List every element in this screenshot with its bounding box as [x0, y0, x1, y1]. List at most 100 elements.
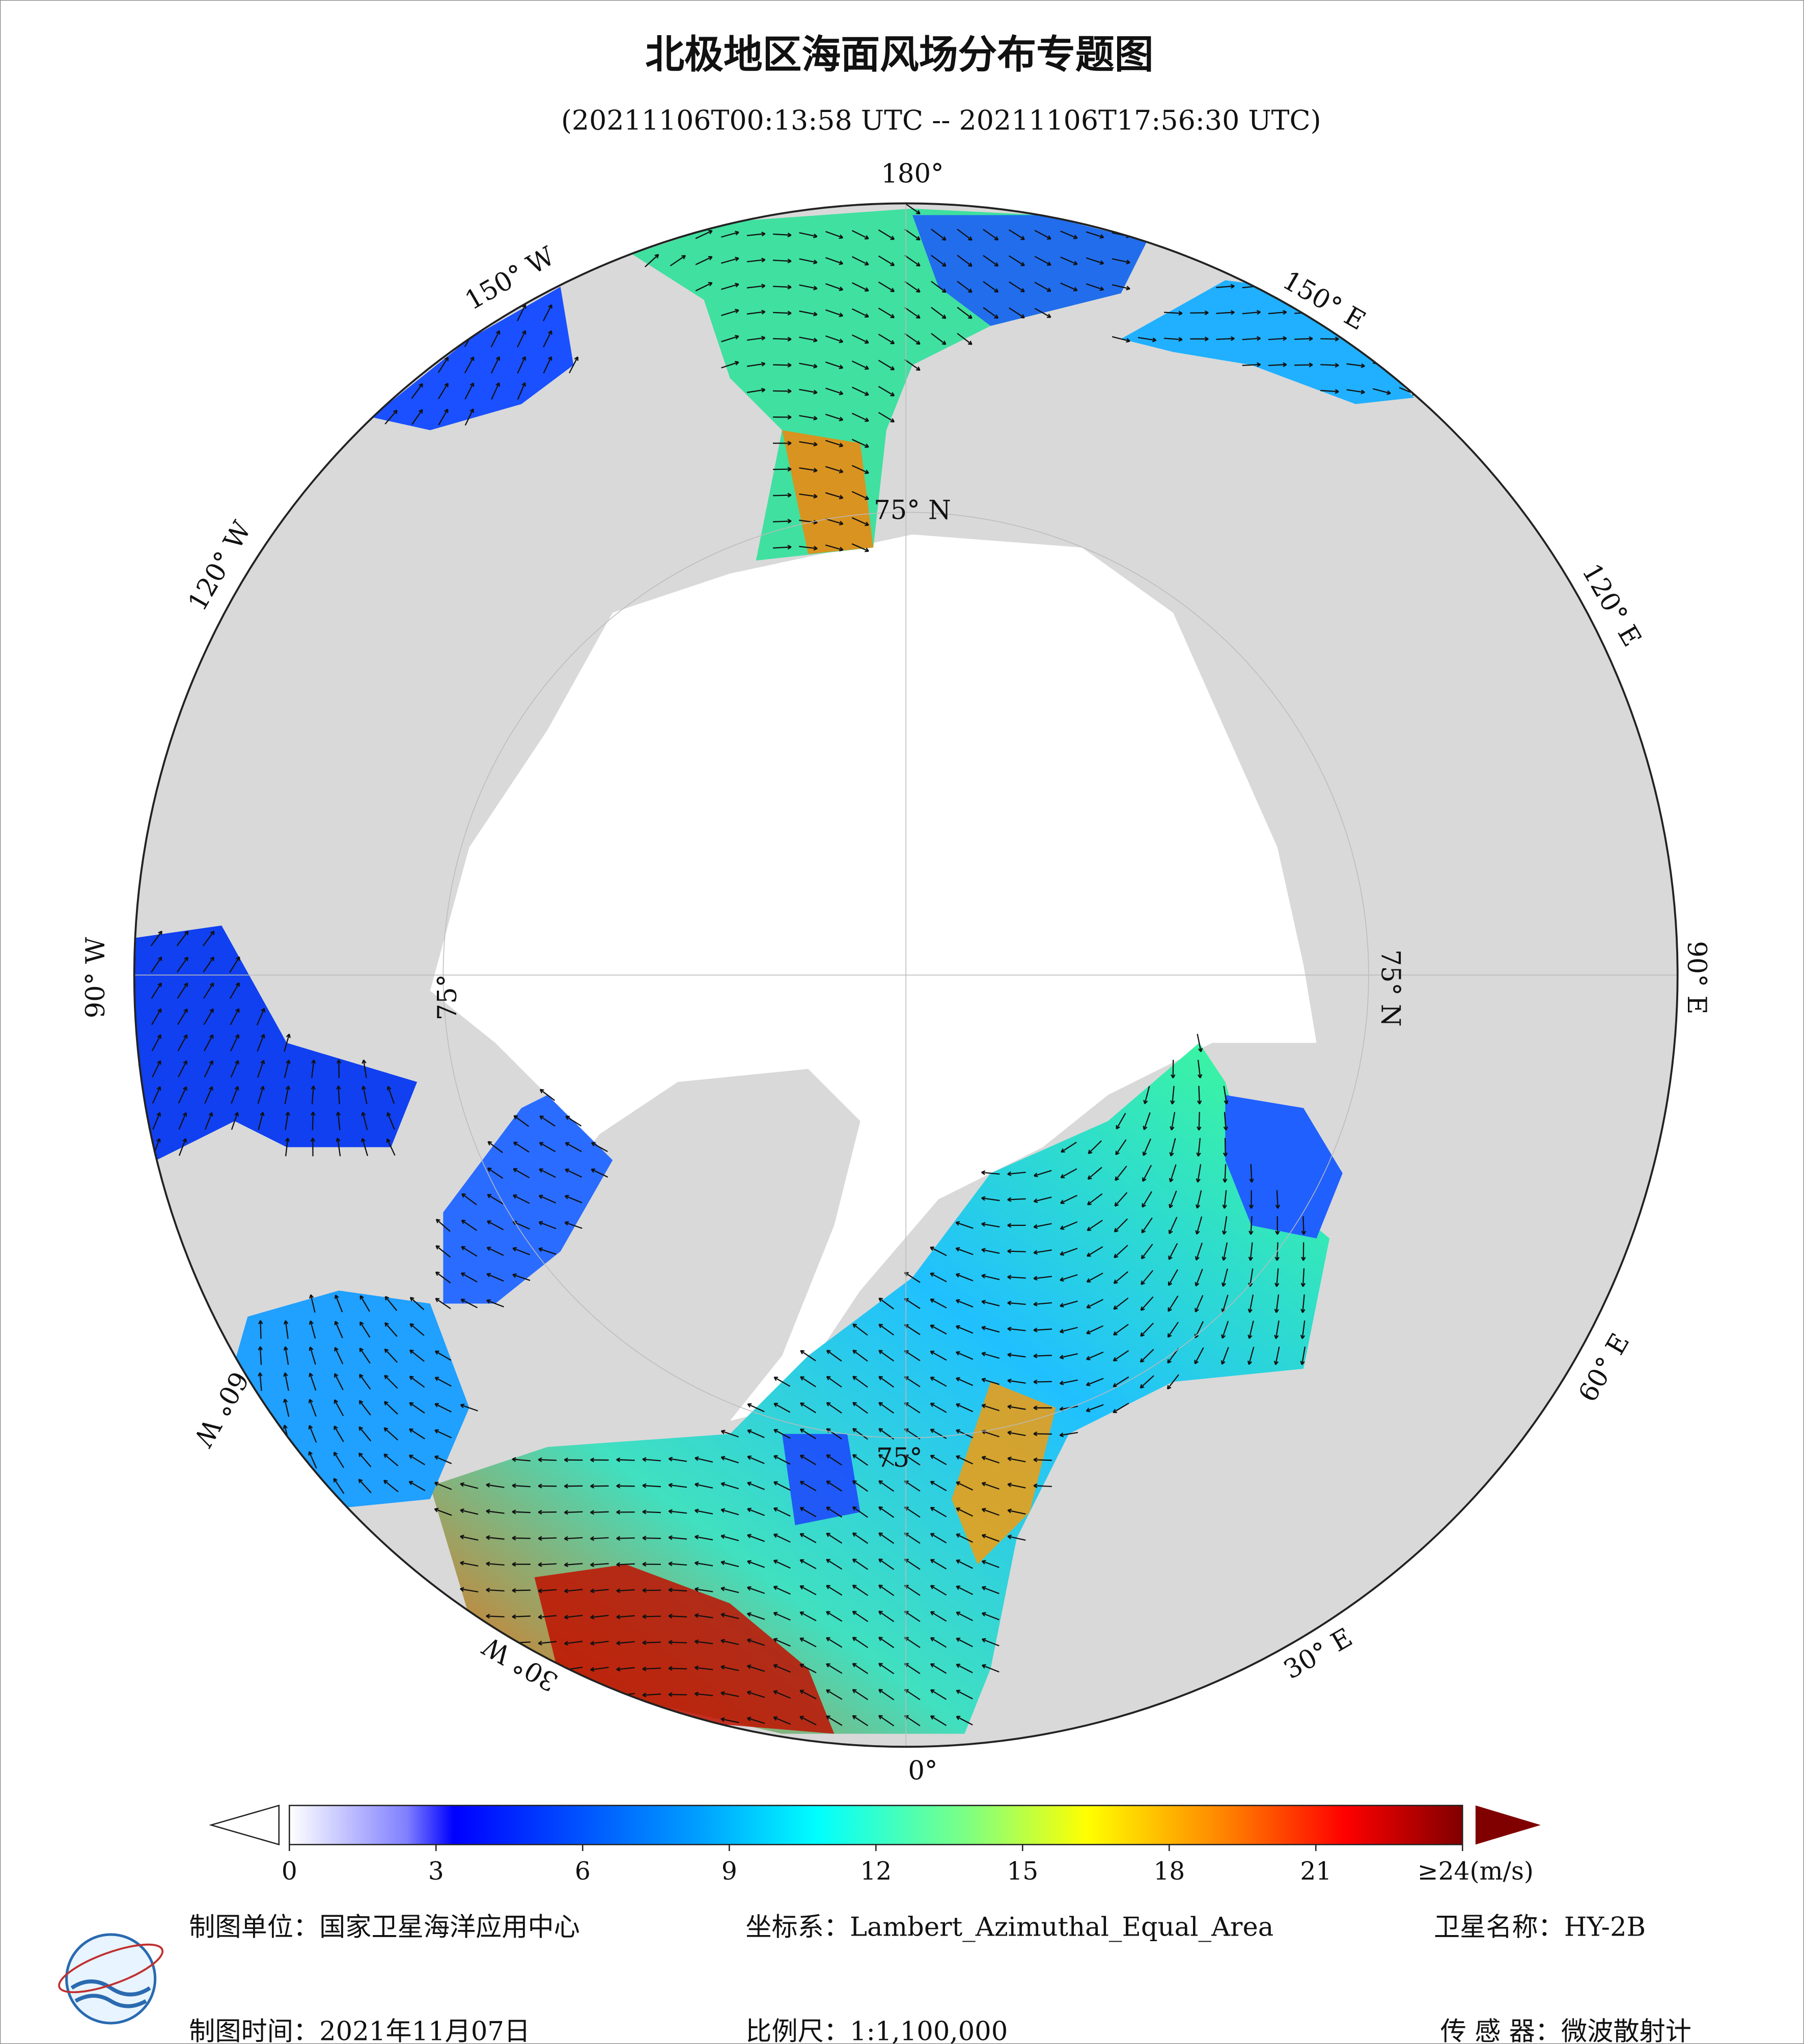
wind-arrow	[851, 412, 869, 422]
colorbar-tick-label: ≥24(m/s)	[1418, 1857, 1534, 1886]
wind-arrow	[668, 1561, 687, 1566]
wind-arrow	[694, 1691, 713, 1697]
wind-arrow	[491, 382, 500, 400]
graticule-label: 0°	[908, 1755, 937, 1786]
wind-arrow	[668, 1535, 687, 1541]
wind-arrow	[826, 1428, 842, 1440]
wind-arrow	[311, 1111, 316, 1131]
wind-arrow	[826, 1376, 842, 1388]
wind-arrow	[336, 1111, 341, 1131]
wind-arrow	[955, 1273, 974, 1281]
wind-arrow	[773, 1403, 791, 1413]
wind-arrow	[409, 1376, 425, 1388]
graticule-label: 75° N	[874, 495, 951, 525]
wind-arrow	[1113, 1271, 1129, 1284]
wind-arrow	[1059, 1432, 1078, 1438]
wind-arrow	[852, 1532, 869, 1544]
wind-arrow	[773, 492, 792, 498]
wind-arrow	[590, 1458, 609, 1463]
wind-arrow	[852, 1480, 868, 1492]
wind-arrow	[1143, 1086, 1150, 1105]
wind-arrow	[1141, 1244, 1153, 1259]
wind-arrow	[694, 1561, 713, 1566]
wind-arrow	[538, 1509, 557, 1515]
wind-arrow	[799, 362, 818, 369]
wind-arrow	[773, 337, 792, 342]
wind-arrow	[930, 1585, 947, 1596]
wind-arrow	[851, 543, 869, 552]
wind-arrow	[486, 1587, 505, 1592]
wind-arrow	[981, 1612, 1000, 1620]
wind-arrow	[773, 232, 792, 238]
wind-arrow	[1086, 1378, 1104, 1386]
wind-arrow	[590, 1562, 609, 1567]
wind-arrow	[799, 467, 818, 473]
wind-arrow	[982, 1664, 1000, 1673]
subtitle: (20211106T00:13:58 UTC -- 20211106T17:56…	[561, 104, 1321, 136]
wind-arrow	[642, 1561, 661, 1567]
wind-arrow	[230, 1060, 239, 1078]
wind-arrow	[283, 1346, 289, 1365]
wind-arrow	[747, 1560, 765, 1568]
wind-arrow	[1034, 230, 1051, 240]
wind-arrow	[564, 1562, 583, 1567]
wind-arrow	[564, 1536, 583, 1541]
wind-arrow	[384, 1348, 398, 1363]
wind-arrow	[1168, 1217, 1178, 1235]
wind-arrow	[695, 230, 713, 239]
wind-arrow	[386, 1086, 395, 1104]
wind-arrow	[564, 1458, 583, 1463]
wind-arrow	[1086, 231, 1104, 239]
wind-arrow	[826, 1637, 843, 1648]
wind-arrow	[178, 1086, 187, 1104]
wind-arrow	[590, 1588, 609, 1593]
wind-arrow	[464, 356, 475, 374]
parallel	[442, 512, 1369, 1439]
wind-arrow	[981, 1300, 1000, 1307]
wind-arrow	[513, 1168, 530, 1179]
wind-arrow	[257, 1085, 265, 1104]
wind-arrow	[512, 1457, 531, 1462]
wind-arrow	[747, 1481, 765, 1490]
wind-arrow	[1060, 256, 1078, 266]
wind-arrow	[955, 1247, 974, 1255]
wind-arrow	[878, 255, 895, 266]
wind-arrow	[668, 1457, 687, 1462]
wind-arrow	[1034, 307, 1051, 318]
wind-arrow	[257, 1033, 265, 1052]
wind-arrow	[721, 334, 739, 343]
wind-arrow	[1274, 1268, 1280, 1287]
graticule-label: 75° N	[1375, 949, 1405, 1027]
wind-arrow	[878, 1454, 895, 1466]
wind-arrow	[930, 1663, 947, 1674]
wind-arrow	[384, 409, 398, 425]
wind-field	[782, 1434, 861, 1525]
wind-arrow	[517, 382, 526, 400]
wind-arrow	[1060, 1247, 1078, 1256]
wind-arrow	[1033, 1249, 1052, 1255]
wind-arrow	[543, 356, 552, 374]
wind-arrow	[464, 408, 474, 426]
wind-arrow	[564, 1221, 582, 1229]
wind-arrow	[176, 931, 189, 946]
wind-arrow	[334, 1373, 344, 1390]
wind-arrow	[826, 1558, 843, 1570]
wind-arrow	[334, 1347, 344, 1364]
wind-arrow	[1273, 1347, 1280, 1365]
wind-arrow	[851, 491, 869, 500]
wind-arrow	[1320, 362, 1339, 368]
wind-arrow	[538, 1194, 557, 1203]
wind-arrow	[981, 1404, 1000, 1411]
wind-arrow	[1034, 282, 1051, 292]
wind-arrow	[486, 1273, 504, 1282]
wind-arrow	[1141, 1270, 1154, 1285]
wind-arrow	[1346, 363, 1365, 369]
wind-arrow	[930, 1298, 947, 1309]
wind-arrow	[1197, 1085, 1202, 1105]
wind-arrow	[773, 1638, 791, 1647]
wind-arrow	[878, 1558, 895, 1570]
wind-arrow	[1142, 1138, 1152, 1156]
wind-arrow	[746, 310, 766, 315]
wind-arrow	[799, 258, 818, 265]
wind-arrow	[773, 1481, 791, 1491]
